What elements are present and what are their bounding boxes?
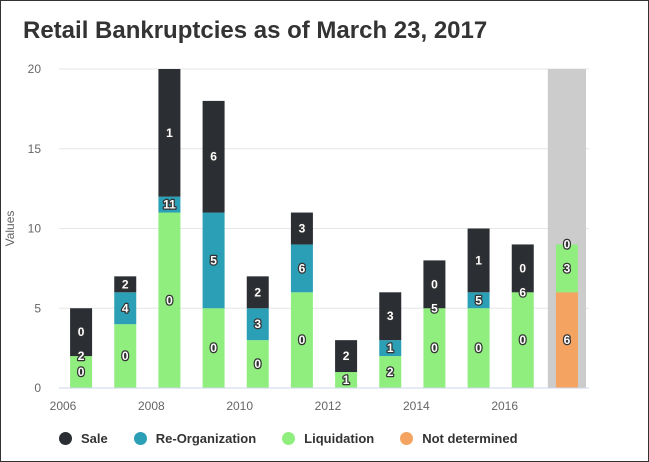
bar-segment [335,372,358,388]
data-label: 0 [78,325,85,339]
data-label: 3 [564,261,571,275]
legend-label: Not determined [422,431,518,446]
legend-label: Liquidation [304,431,375,446]
data-label: 0 [122,349,129,363]
data-label: 4 [122,301,129,315]
legend-label: Re-Organization [155,431,257,446]
bar-segment [202,308,225,388]
bar-segment [555,292,578,388]
data-label: 2 [122,277,129,291]
x-tick-label: 2016 [491,399,518,413]
data-label: 2 [78,349,85,363]
data-label: 0 [475,341,482,355]
data-label: 3 [254,317,261,331]
data-label: 5 [475,293,482,307]
bar-segment [290,212,313,245]
data-label: 5 [210,253,217,267]
x-tick-label: 2006 [50,399,77,413]
data-label: 1 [475,253,482,267]
legend-swatch-icon [59,432,72,445]
data-label: 1 [387,341,394,355]
legend-item[interactable]: Liquidation [282,431,374,446]
legend-swatch-icon [400,432,414,445]
legend-item[interactable]: Re-Organization [133,431,257,446]
data-label: 6 [519,285,526,299]
bar-segment [246,308,269,341]
legend-item[interactable]: Sale [59,431,108,446]
legend-swatch-icon [133,432,147,445]
data-label: 0 [519,261,526,275]
bar-segment [467,292,490,309]
data-label: 0 [210,341,217,355]
bar-segment [423,260,446,309]
x-tick-label: 2012 [315,399,342,413]
bar-segment [158,69,181,197]
bar-segment [246,340,269,388]
x-tick-label: 2008 [138,399,165,413]
y-tick-label: 15 [28,142,42,156]
legend-label: Sale [81,431,108,446]
data-label: 0 [166,293,173,307]
y-tick-label: 10 [28,222,42,236]
bar-segment [70,308,93,357]
x-tick-label: 2014 [403,399,430,413]
data-label: 2 [387,365,394,379]
y-tick-label: 20 [28,62,42,76]
bar-segment [467,308,490,388]
chart-title: Retail Bankruptcies as of March 23, 2017 [23,17,488,44]
bar-segment [467,228,490,293]
bar-segment [114,292,137,325]
x-tick-label: 2010 [226,399,253,413]
data-label: 1 [343,373,350,387]
bar-segment [335,340,358,373]
bar-segment [114,276,137,293]
bar-segment [511,244,534,293]
data-label: 2 [343,349,350,363]
y-tick-label: 5 [34,301,41,315]
bar-segment [246,276,269,309]
bar-segment [290,292,313,388]
data-label: 0 [299,333,306,347]
gridlines [59,68,589,389]
bar-segment [202,212,225,309]
data-label: 3 [387,309,394,323]
bar-segment [511,292,534,388]
bar-segment [379,356,402,388]
bar-segment [555,244,578,293]
bar-segment [70,356,93,388]
bars [70,69,578,388]
data-label: 1 [166,126,173,140]
data-label: 0 [78,365,85,379]
data-label: 2 [254,285,261,299]
data-label: 6 [564,333,571,347]
y-tick-label: 0 [34,381,41,395]
data-label: 6 [210,150,217,164]
data-label: 3 [299,222,306,236]
bar-segment [290,244,313,293]
bar-segment [158,212,181,388]
data-label: 0 [431,341,438,355]
bar-segment [202,100,225,213]
bar-segment [158,196,181,213]
data-label: 0 [431,277,438,291]
data-label: 11 [163,198,176,212]
legend: Sale Re-Organization Liquidation Not determ… [59,431,544,446]
legend-swatch-icon [282,432,296,445]
bar-segment [114,324,137,388]
data-label: 0 [564,237,571,251]
y-axis-label: Values [3,211,17,247]
bar-segment [379,292,402,341]
data-label: 0 [519,333,526,347]
legend-item[interactable]: Not determined [400,431,518,446]
data-label: 5 [431,301,438,315]
data-label: 6 [299,261,306,275]
data-label: 0 [254,357,261,371]
bar-segment [423,308,446,388]
bar-segment [379,340,402,357]
